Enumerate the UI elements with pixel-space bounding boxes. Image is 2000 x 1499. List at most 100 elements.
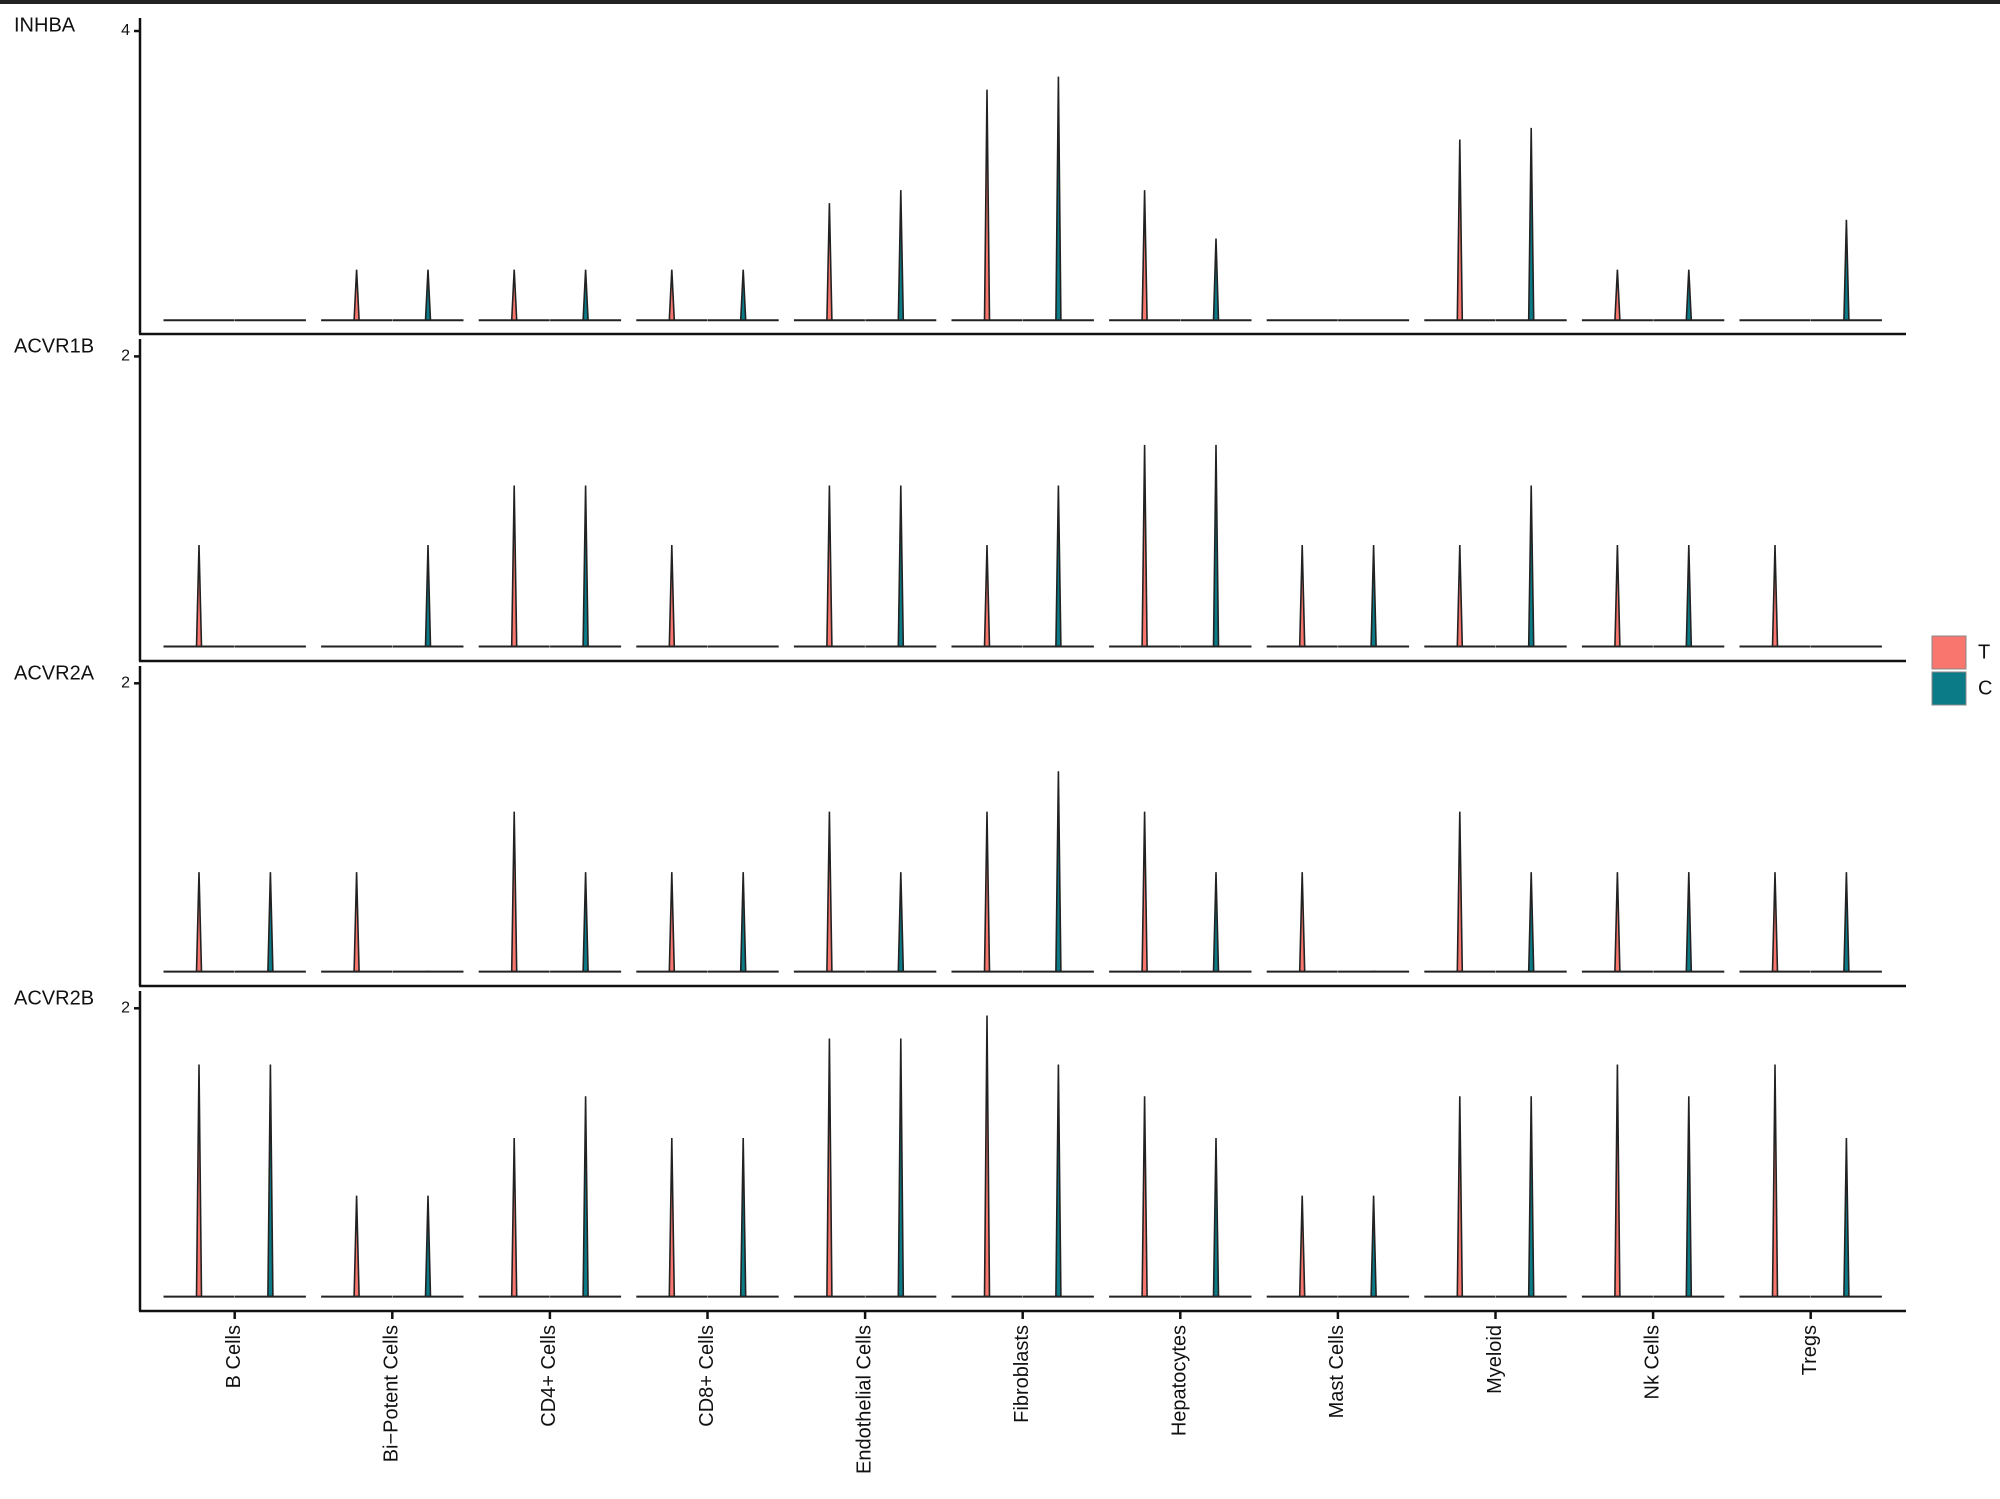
x-tick-label: Myeloid: [1484, 1325, 1506, 1394]
violin-body: [897, 1038, 905, 1298]
violin: [1581, 269, 1653, 322]
panel-title: ACVR2A: [14, 662, 95, 684]
violin: [951, 811, 1023, 973]
violin: [636, 544, 708, 648]
violin-body: [1456, 139, 1464, 322]
violin: [392, 1195, 464, 1298]
panel-title: ACVR2B: [14, 987, 94, 1009]
violin: [392, 269, 464, 322]
x-tick-label: Endothelial Cells: [853, 1325, 875, 1474]
violin-body: [195, 544, 203, 648]
x-tick-label: Nk Cells: [1641, 1325, 1663, 1399]
violin-body: [668, 544, 676, 648]
violin: [550, 872, 622, 973]
violin-body: [582, 1096, 589, 1298]
violin: [1495, 127, 1567, 322]
violin: [1180, 872, 1252, 973]
violin: [321, 269, 393, 322]
violin-body: [1298, 544, 1306, 648]
y-tick-label: 4: [121, 22, 130, 39]
violin-body: [267, 1064, 274, 1298]
violin: [1653, 872, 1725, 973]
violin-body: [1141, 190, 1148, 322]
violin-body: [1370, 1195, 1377, 1298]
violin: [1810, 219, 1882, 322]
violin: [1424, 811, 1496, 973]
violin-body: [897, 485, 905, 648]
violin-body: [510, 811, 518, 973]
violin-body: [1685, 544, 1693, 648]
violin: [1581, 872, 1653, 973]
violin-body: [668, 872, 676, 973]
violin-body: [1141, 1096, 1148, 1298]
violin-body: [1527, 127, 1535, 322]
violin-body: [353, 269, 360, 322]
violin: [865, 1038, 937, 1298]
violin-body: [353, 872, 360, 973]
x-tick-label: B Cells: [223, 1325, 245, 1388]
violin-body: [1298, 872, 1306, 973]
violin-body: [668, 1138, 676, 1298]
violin-body: [739, 872, 747, 973]
violin-body: [1843, 872, 1850, 973]
violin-body: [1771, 544, 1779, 648]
violin-body: [983, 544, 991, 648]
violin-body: [1212, 238, 1220, 322]
violin: [951, 1015, 1023, 1298]
violin: [793, 203, 865, 322]
violin: [1338, 1195, 1410, 1298]
violin: [1581, 1064, 1653, 1298]
violin: [865, 485, 937, 648]
violin: [1424, 1096, 1496, 1298]
violin-body: [897, 190, 905, 322]
violin-body: [1843, 219, 1850, 322]
x-tick-label: Fibroblasts: [1011, 1325, 1033, 1423]
violin: [1739, 872, 1811, 973]
violin-body: [983, 89, 991, 322]
violin-body: [582, 872, 589, 973]
violin: [1022, 1064, 1094, 1298]
violin-body: [668, 269, 676, 322]
violin: [1653, 544, 1725, 648]
violin: [1266, 1195, 1338, 1298]
violin-body: [1141, 444, 1148, 648]
violin: [951, 89, 1023, 322]
x-tick-label: Mast Cells: [1326, 1325, 1348, 1418]
y-tick-label: 2: [121, 348, 130, 365]
violin-body: [1456, 544, 1464, 648]
violin-body: [739, 269, 747, 322]
violin: [707, 269, 779, 322]
violin-body: [582, 269, 589, 322]
violin-body: [1527, 1096, 1535, 1298]
violin-body: [1055, 76, 1062, 322]
violin-body: [424, 544, 432, 648]
x-tick-label: Bi−Potent Cells: [381, 1325, 403, 1462]
x-tick-label: Hepatocytes: [1169, 1325, 1191, 1436]
violin-body: [826, 203, 833, 322]
violin-body: [1055, 485, 1062, 648]
violin-body: [510, 485, 518, 648]
violin: [1109, 811, 1181, 973]
violin: [163, 544, 235, 648]
violin: [1109, 1096, 1181, 1298]
violin-body: [195, 872, 203, 973]
violin: [1022, 76, 1094, 322]
violin: [163, 1064, 235, 1298]
violin: [1022, 485, 1094, 648]
violin-body: [983, 811, 991, 973]
violin: [636, 1138, 708, 1298]
violin: [1022, 771, 1094, 973]
violin-body: [1370, 544, 1377, 648]
violin: [478, 1138, 550, 1298]
violin-body: [739, 1138, 747, 1298]
violin-body: [1614, 1064, 1621, 1298]
violin-body: [1212, 1138, 1220, 1298]
violin-body: [1771, 872, 1779, 973]
violin-body: [1456, 1096, 1464, 1298]
violin: [1266, 544, 1338, 648]
y-tick-label: 2: [121, 675, 130, 692]
violin: [550, 485, 622, 648]
violin: [1739, 544, 1811, 648]
violin: [234, 872, 306, 973]
